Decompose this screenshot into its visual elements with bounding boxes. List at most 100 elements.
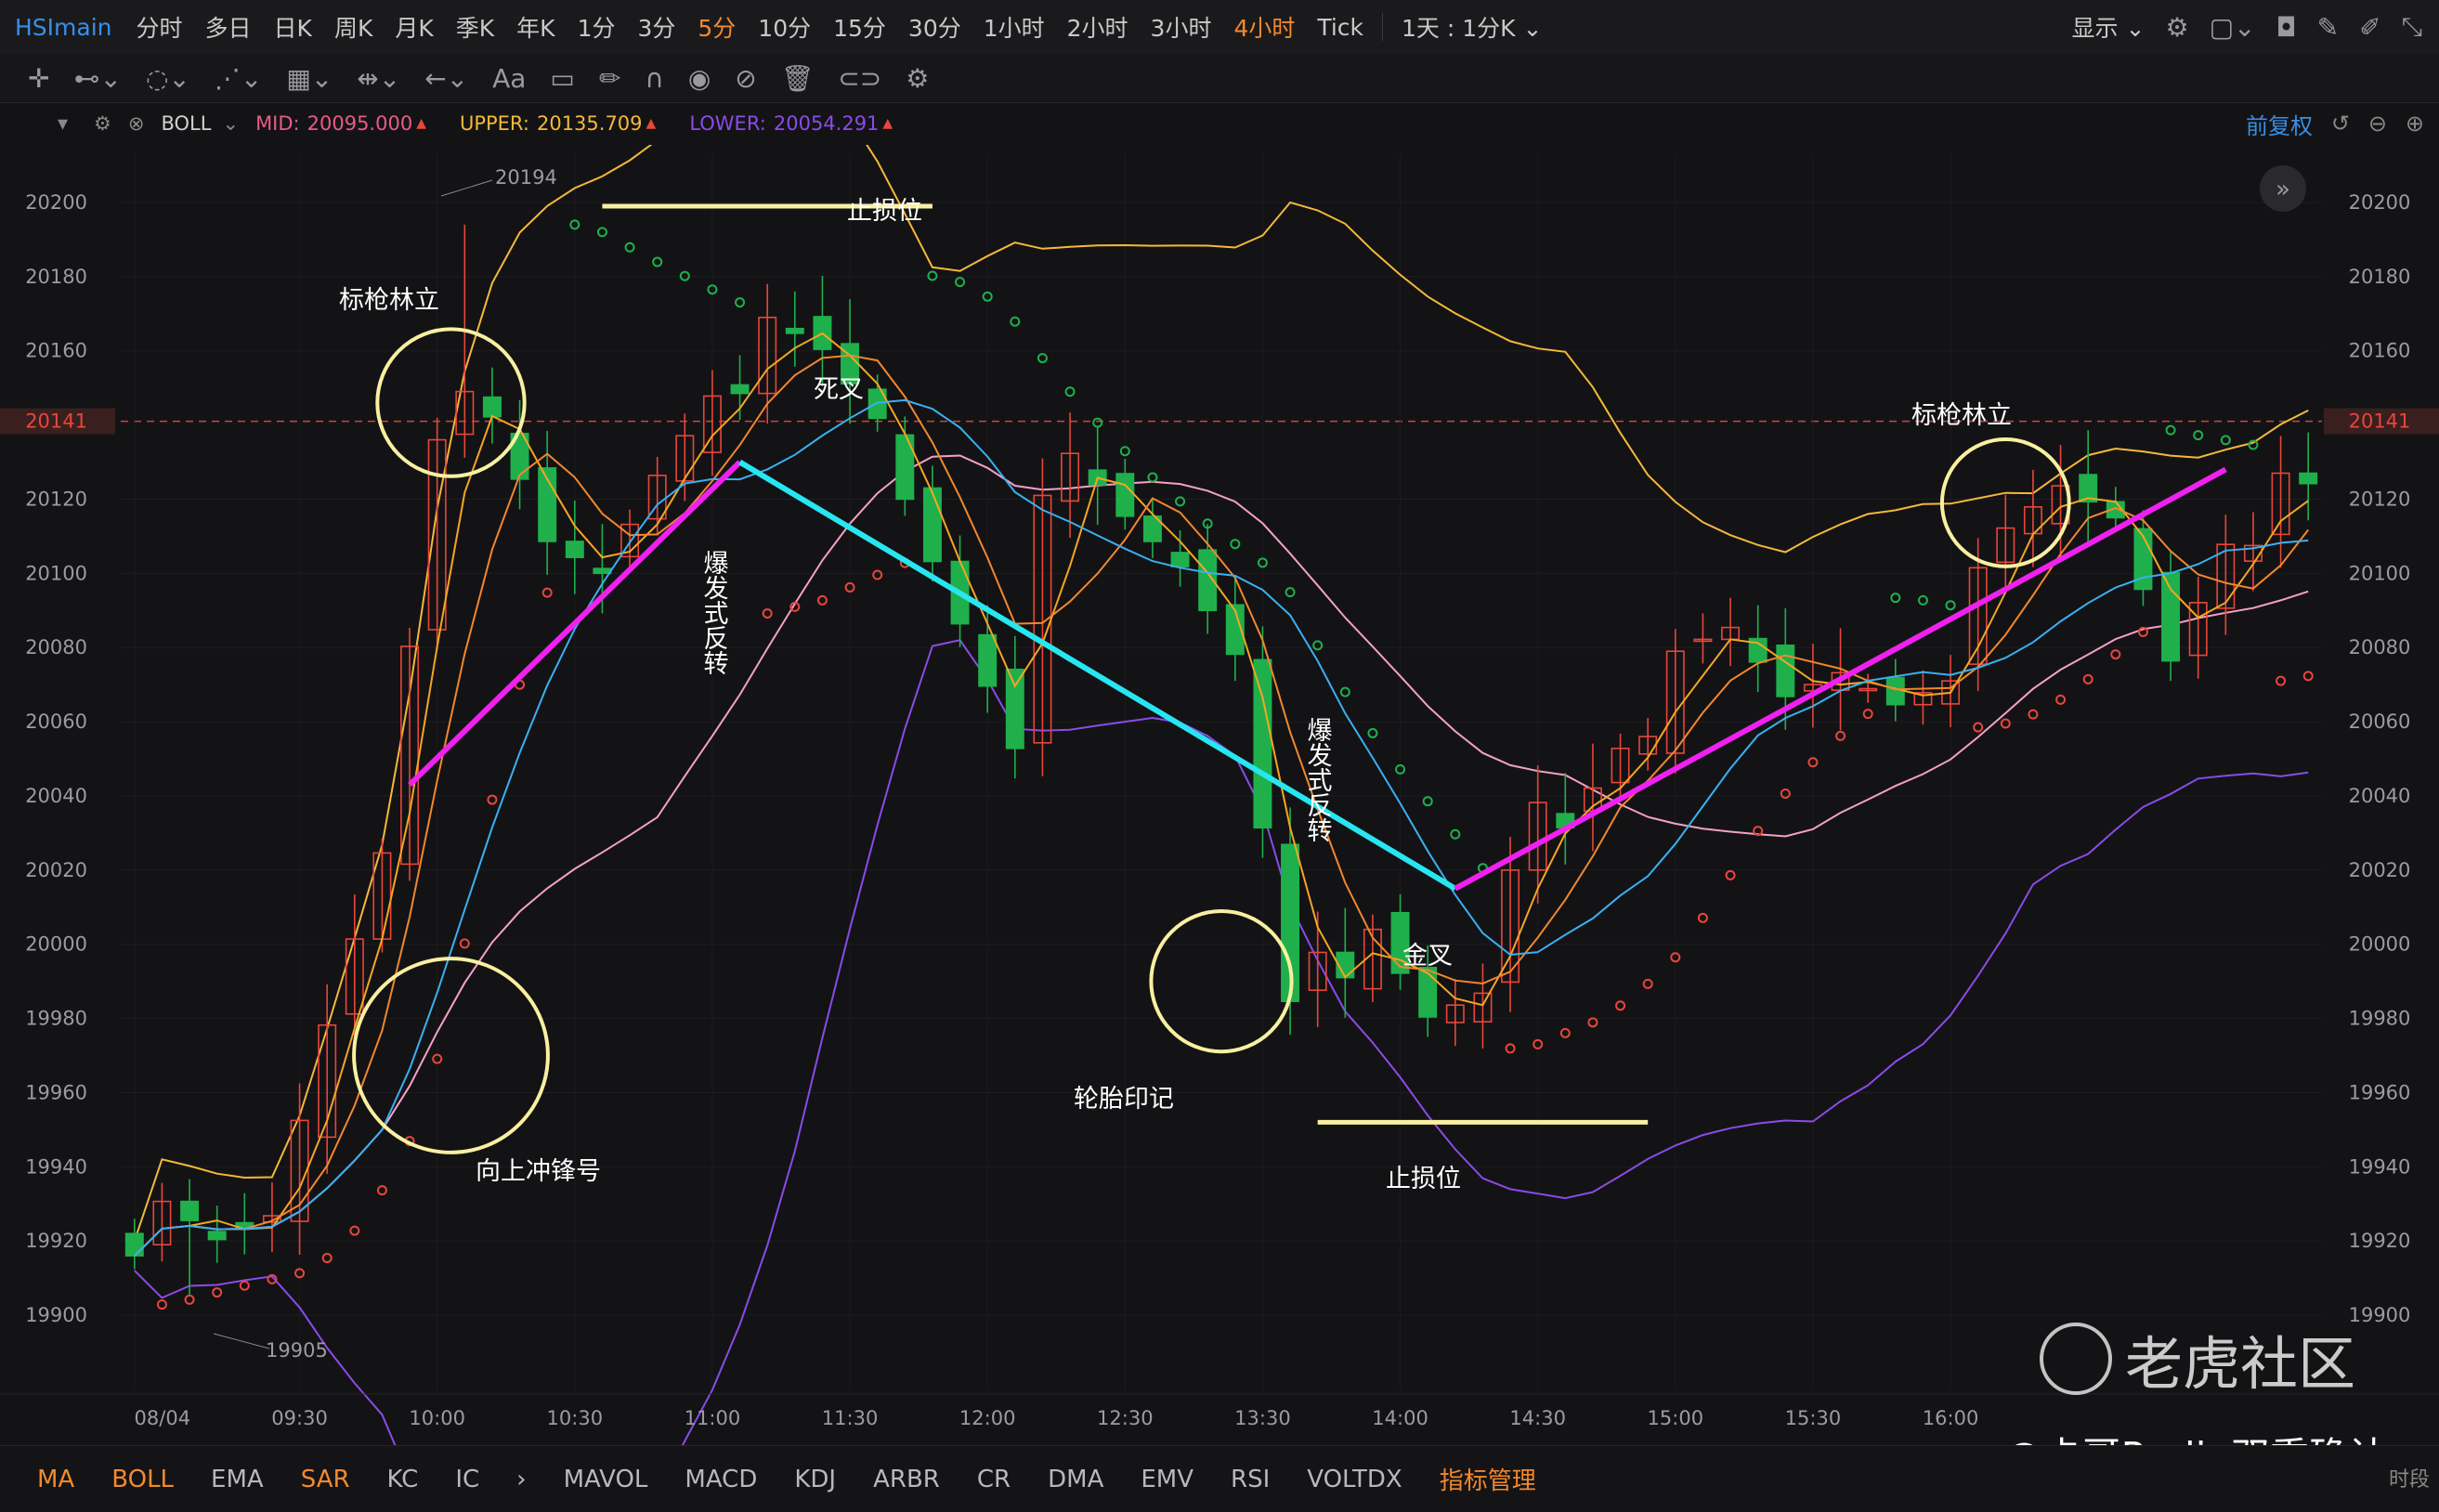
tab-voltdx[interactable]: VOLTDX [1307, 1465, 1402, 1493]
sar-dot [1422, 796, 1433, 807]
period-tab[interactable]: 3分 [637, 15, 676, 42]
scroll-right-button[interactable]: » [2260, 165, 2306, 212]
watermark-text: 老虎社区 [2124, 1330, 2355, 1398]
period-tab[interactable]: 多日 [204, 15, 252, 42]
settings-icon[interactable]: ⚙ [2165, 11, 2189, 43]
y-tick-label: 20080 [25, 636, 87, 658]
period-tab[interactable]: 1分 [577, 15, 616, 42]
gear-icon[interactable]: ⚙ [906, 62, 930, 94]
camera-icon[interactable]: ◘ [2276, 11, 2297, 43]
tab-ic[interactable]: IC [455, 1465, 480, 1493]
tab-boll[interactable]: BOLL [111, 1465, 175, 1493]
hide-icon[interactable]: ⊘ [735, 62, 757, 94]
candle-body [1363, 928, 1382, 990]
period-tab[interactable]: 3小时 [1150, 15, 1212, 42]
x-tick-label: 16:00 [1923, 1407, 1979, 1429]
eye-icon[interactable]: ◉ [687, 62, 711, 94]
up-arrow-icon: ▲ [416, 116, 426, 131]
sar-dot [2028, 709, 2039, 720]
period-tab[interactable]: 30分 [907, 15, 961, 42]
magnet-icon[interactable]: ∩ [645, 62, 664, 94]
tab-kc[interactable]: KC [386, 1465, 419, 1493]
comment-tool-icon[interactable]: ▭ [550, 62, 575, 94]
chevron-right-icon[interactable]: › [516, 1465, 527, 1493]
pattern-tool-icon[interactable]: ⋰⌄ [214, 62, 263, 94]
y-tick-label: 19940 [25, 1155, 87, 1178]
period-tab[interactable]: 2小时 [1066, 15, 1128, 42]
crosshair-icon[interactable]: ✛ [28, 62, 50, 94]
tab-kdj[interactable]: KDJ [794, 1465, 837, 1493]
arrow-tool-icon[interactable]: ←⌄ [424, 62, 469, 94]
low-marker-leader [213, 1333, 270, 1349]
sar-dot [1862, 709, 1873, 720]
period-tab[interactable]: 分时 [136, 15, 183, 42]
collapse-icon[interactable]: ▾ [58, 111, 69, 136]
tab-mavol[interactable]: MAVOL [563, 1465, 648, 1493]
tab-ema[interactable]: EMA [211, 1465, 264, 1493]
period-tab[interactable]: 5分 [698, 15, 737, 42]
shrink-icon[interactable]: ⤡ [2401, 11, 2422, 42]
period-tab[interactable]: 15分 [833, 15, 886, 42]
sar-dot [735, 297, 746, 308]
layout-icon[interactable]: ▢⌄ [2209, 11, 2256, 43]
line-tool-icon[interactable]: ⊷⌄ [73, 62, 122, 94]
chevron-down-icon[interactable]: ⌄ [222, 112, 240, 135]
candle-body [318, 1023, 337, 1139]
period-tab[interactable]: Tick [1317, 13, 1364, 41]
tab-emv[interactable]: EMV [1141, 1465, 1194, 1493]
y-tick-label-right: 20040 [2349, 785, 2411, 807]
range-tool-icon[interactable]: ⇹⌄ [357, 62, 401, 94]
tiger-logo-icon [2039, 1323, 2112, 1395]
time-segment-label[interactable]: 时段 [2388, 1468, 2430, 1492]
period-tab[interactable]: 年K [516, 15, 555, 42]
sar-dot [1395, 763, 1406, 775]
draw-icon[interactable]: ✐ [2359, 11, 2381, 43]
price-chart[interactable]: 20200 20200 20180 20180 20160 20160 20141 20141… [0, 145, 2439, 1445]
indicator-name[interactable]: BOLL [161, 112, 212, 135]
indicator-manage-button[interactable]: 指标管理 [1439, 1467, 1536, 1495]
tab-ma[interactable]: MA [37, 1465, 75, 1493]
settings-icon[interactable]: ⚙ [94, 112, 111, 135]
sar-dot [569, 219, 580, 230]
trash-icon[interactable]: 🗑 [780, 62, 815, 94]
candle-body [1501, 869, 1520, 984]
sar-dot [2137, 626, 2148, 637]
period-tab[interactable]: 4小时 [1233, 15, 1296, 42]
sar-dot [267, 1273, 278, 1284]
sar-dot [596, 227, 607, 238]
sar-dot [1697, 912, 1708, 923]
period-tab[interactable]: 季K [455, 15, 495, 42]
display-dropdown[interactable]: 显示 ⌄ [2071, 15, 2146, 42]
link-icon[interactable]: ⊂⊃ [838, 62, 882, 94]
x-tick-label: 10:30 [547, 1407, 604, 1429]
candle-body [620, 523, 640, 558]
y-tick-label: 20100 [25, 562, 87, 584]
period-tab[interactable]: 月K [395, 15, 434, 42]
tab-dma[interactable]: DMA [1048, 1465, 1104, 1493]
circle-tool-icon[interactable]: ◌⌄ [145, 62, 190, 94]
tab-cr[interactable]: CR [976, 1465, 1011, 1493]
pencil-icon[interactable]: ✏ [598, 62, 621, 94]
period-tab[interactable]: 1小时 [983, 15, 1045, 42]
zoom-out-icon[interactable]: ⊖ [2367, 111, 2387, 137]
tab-macd[interactable]: MACD [685, 1465, 758, 1493]
symbol-label[interactable]: HSImain [15, 13, 112, 41]
sar-dot [321, 1253, 333, 1264]
period-tab[interactable]: 日K [273, 15, 312, 42]
reset-icon[interactable]: ↺ [2330, 111, 2350, 137]
candle-body [1968, 567, 1988, 665]
y-tick-label: 20180 [25, 266, 87, 288]
text-tool-icon[interactable]: Aa [492, 62, 527, 94]
range-select[interactable]: 1天 : 1分K ⌄ [1402, 15, 1543, 42]
period-tab[interactable]: 周K [333, 15, 373, 42]
adjust-toggle[interactable]: 前复权 [2246, 112, 2313, 139]
x-tick-label: 14:00 [1372, 1407, 1428, 1429]
tab-arbr[interactable]: ARBR [873, 1465, 940, 1493]
close-icon[interactable]: ⊗ [127, 112, 145, 135]
measure-tool-icon[interactable]: ▦⌄ [286, 62, 333, 94]
zoom-in-icon[interactable]: ⊕ [2405, 111, 2424, 137]
tab-sar[interactable]: SAR [300, 1465, 350, 1493]
tab-rsi[interactable]: RSI [1231, 1465, 1271, 1493]
period-tab[interactable]: 10分 [758, 15, 812, 42]
edit-icon[interactable]: ✎ [2316, 11, 2340, 43]
